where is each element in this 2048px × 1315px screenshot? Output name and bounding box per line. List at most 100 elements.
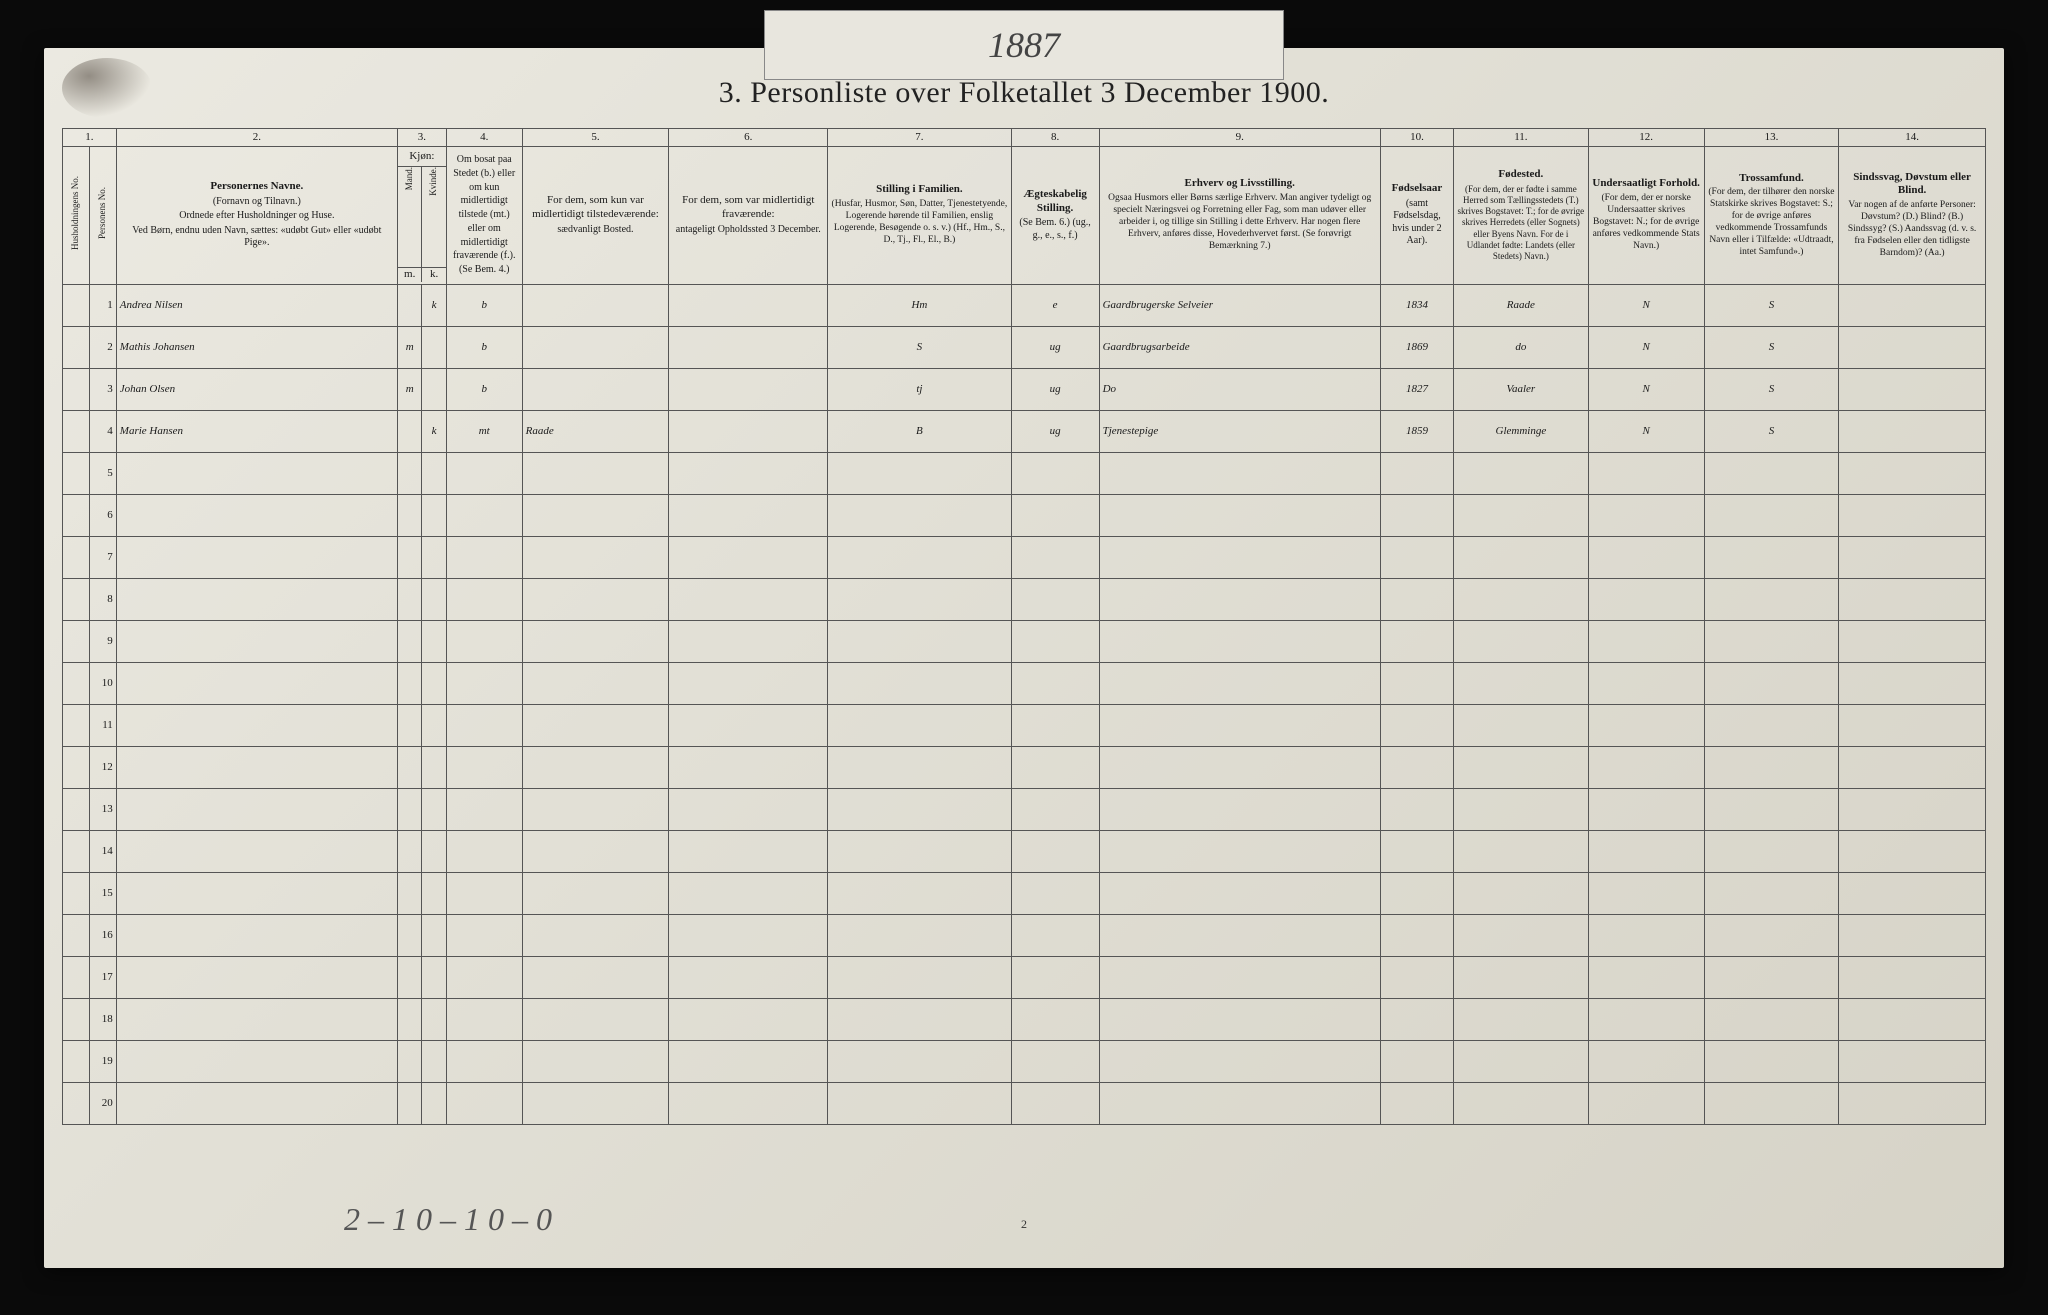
colnum-13: 13. — [1704, 128, 1838, 146]
cell-household-no — [63, 1082, 90, 1124]
cell-empty — [1454, 830, 1588, 872]
cell-empty — [1839, 704, 1986, 746]
cell-household-no — [63, 788, 90, 830]
cell-empty — [1704, 956, 1838, 998]
cell-empty — [422, 1082, 446, 1124]
cell-empty — [1380, 956, 1453, 998]
cell-name: Mathis Johansen — [116, 326, 397, 368]
cell-person-no: 8 — [89, 578, 116, 620]
cell-empty — [1839, 536, 1986, 578]
census-table: 1. 2. 3. 4. 5. 6. 7. 8. 9. 10. 11. 12. 1… — [62, 128, 1986, 1125]
cell-household-no — [63, 662, 90, 704]
cell-empty — [1704, 620, 1838, 662]
cell-sex-m — [397, 284, 421, 326]
cell-birthplace: Raade — [1454, 284, 1588, 326]
cell-empty — [1454, 662, 1588, 704]
cell-empty — [828, 788, 1011, 830]
cell-empty — [116, 452, 397, 494]
census-form-page: 3. Personliste over Folketallet 3 Decemb… — [44, 48, 2004, 1268]
cell-disability — [1839, 368, 1986, 410]
cell-disability — [1839, 410, 1986, 452]
cell-empty — [422, 662, 446, 704]
cell-empty — [1454, 452, 1588, 494]
cell-empty — [828, 1082, 1011, 1124]
cell-marital: ug — [1011, 368, 1099, 410]
cell-person-no: 11 — [89, 704, 116, 746]
cell-sex-k — [422, 326, 446, 368]
cell-empty — [1588, 914, 1704, 956]
cell-empty — [669, 788, 828, 830]
cell-empty — [1454, 620, 1588, 662]
cell-birthplace: do — [1454, 326, 1588, 368]
cell-empty — [1454, 998, 1588, 1040]
head-sex: Kjøn: Mand. Kvinde. m. k. — [397, 146, 446, 284]
cell-empty — [1380, 1040, 1453, 1082]
cell-residence: b — [446, 326, 522, 368]
cell-empty — [1011, 746, 1099, 788]
cell-empty — [446, 494, 522, 536]
cell-empty — [669, 830, 828, 872]
cell-empty — [1588, 872, 1704, 914]
colnum-14: 14. — [1839, 128, 1986, 146]
cell-empty — [1588, 788, 1704, 830]
cell-name: Andrea Nilsen — [116, 284, 397, 326]
cell-religion: S — [1704, 326, 1838, 368]
cell-empty — [1588, 956, 1704, 998]
cell-empty — [669, 746, 828, 788]
cell-empty — [1454, 956, 1588, 998]
cell-empty — [522, 788, 669, 830]
table-row: 10 — [63, 662, 1986, 704]
cell-empty — [116, 830, 397, 872]
cell-empty — [669, 494, 828, 536]
cell-empty — [446, 830, 522, 872]
cell-empty — [116, 578, 397, 620]
cell-empty — [669, 998, 828, 1040]
cell-person-no: 20 — [89, 1082, 116, 1124]
cell-empty — [1099, 788, 1380, 830]
cell-household-no — [63, 326, 90, 368]
cell-person-no: 10 — [89, 662, 116, 704]
cell-empty — [1454, 536, 1588, 578]
paper-damage — [62, 58, 152, 118]
cell-empty — [1588, 620, 1704, 662]
cell-birthplace: Vaaler — [1454, 368, 1588, 410]
cell-residence: mt — [446, 410, 522, 452]
cell-marital: ug — [1011, 326, 1099, 368]
colnum-2: 2. — [116, 128, 397, 146]
cell-empty — [116, 620, 397, 662]
cell-empty — [397, 956, 421, 998]
cell-religion: S — [1704, 368, 1838, 410]
cell-family-position: Hm — [828, 284, 1011, 326]
cell-empty — [522, 746, 669, 788]
cell-empty — [446, 452, 522, 494]
cell-empty — [422, 494, 446, 536]
cell-empty — [669, 620, 828, 662]
cell-household-no — [63, 830, 90, 872]
cell-empty — [446, 620, 522, 662]
cell-birthplace: Glemminge — [1454, 410, 1588, 452]
cell-birthyear: 1859 — [1380, 410, 1453, 452]
cell-empty — [397, 830, 421, 872]
head-13: Trossamfund. (For dem, der tilhører den … — [1704, 146, 1838, 284]
cell-empty — [1380, 578, 1453, 620]
cell-empty — [1380, 998, 1453, 1040]
cell-empty — [1839, 956, 1986, 998]
footer-handwritten-tally: 2 – 1 0 – 1 0 – 0 — [344, 1201, 552, 1238]
cell-household-no — [63, 494, 90, 536]
cell-empty — [1704, 494, 1838, 536]
cell-empty — [669, 578, 828, 620]
cell-empty — [1011, 620, 1099, 662]
cell-empty — [1839, 578, 1986, 620]
cell-empty — [422, 536, 446, 578]
cell-empty — [446, 998, 522, 1040]
cell-empty — [1454, 1040, 1588, 1082]
colnum-11: 11. — [1454, 128, 1588, 146]
cell-5 — [522, 368, 669, 410]
table-row: 4Marie HansenkmtRaadeBugTjenestepige1859… — [63, 410, 1986, 452]
table-row: 19 — [63, 1040, 1986, 1082]
cell-empty — [1704, 662, 1838, 704]
cell-empty — [1011, 914, 1099, 956]
cell-empty — [828, 956, 1011, 998]
cell-birthyear: 1834 — [1380, 284, 1453, 326]
head-residence-status: Om bosat paa Stedet (b.) eller om kun mi… — [446, 146, 522, 284]
